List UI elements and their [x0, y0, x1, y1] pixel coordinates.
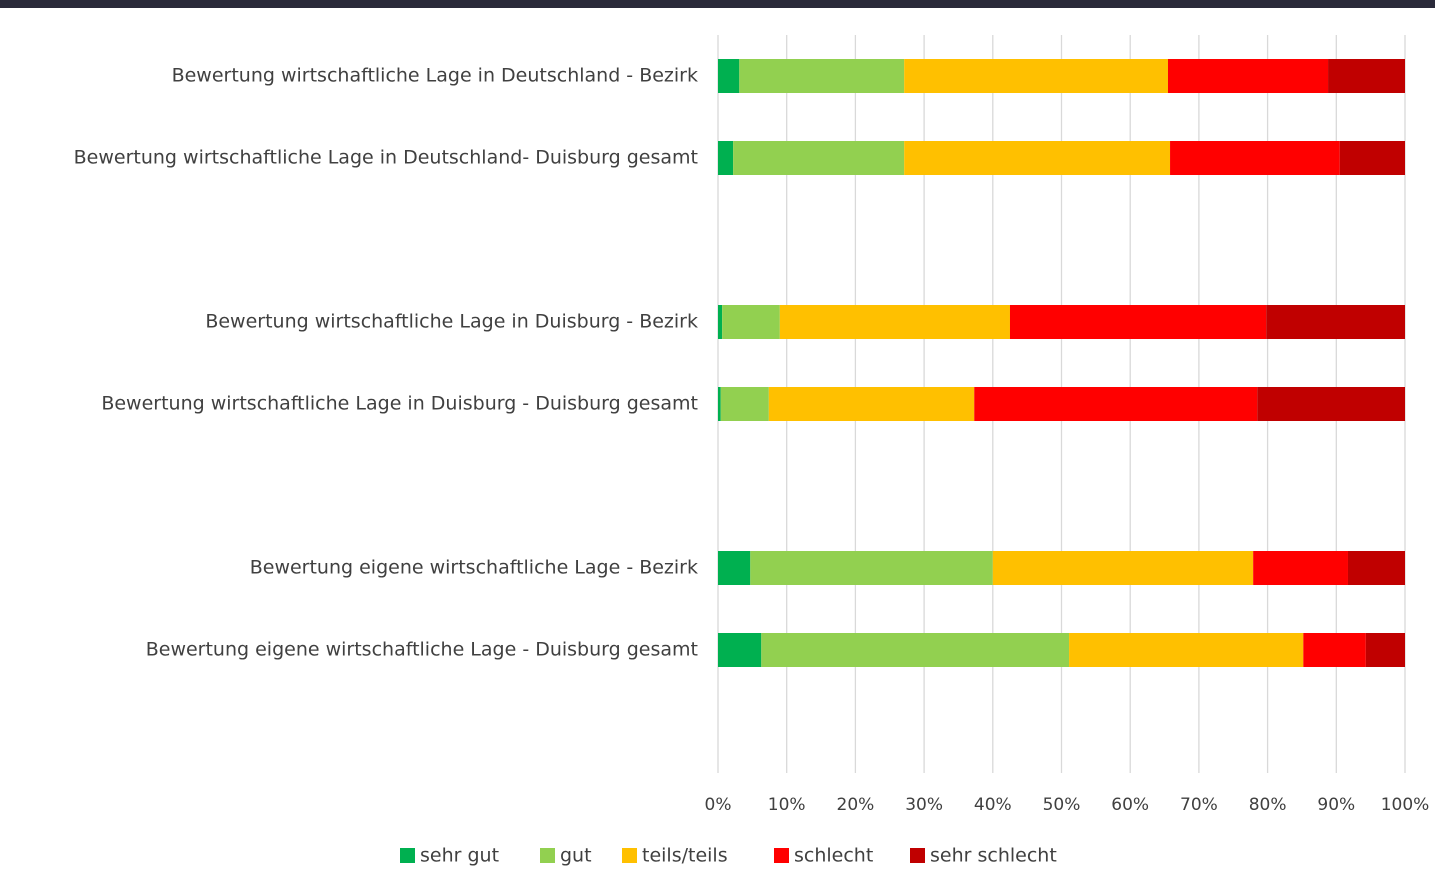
bar-segment [718, 141, 734, 175]
legend-swatch [540, 848, 555, 863]
bar-segment [718, 59, 740, 93]
y-tick-label: Bewertung eigene wirtschaftliche Lage - … [146, 639, 698, 661]
legend-label: teils/teils [642, 845, 728, 867]
bar-segment [750, 551, 993, 585]
y-tick-label: Bewertung wirtschaftliche Lage in Duisbu… [205, 311, 698, 333]
y-tick-label: Bewertung wirtschaftliche Lage in Deutsc… [172, 65, 698, 87]
legend-label: sehr schlecht [930, 845, 1057, 867]
x-tick-label: 20% [837, 795, 875, 815]
bar-segment [718, 633, 762, 667]
bar-segment [718, 305, 723, 339]
bar-segment [904, 141, 1171, 175]
bar-segment [768, 387, 975, 421]
x-tick-label: 70% [1180, 795, 1218, 815]
x-tick-label: 40% [974, 795, 1012, 815]
y-tick-label: Bewertung wirtschaftliche Lage in Deutsc… [74, 147, 698, 169]
bar-segment [722, 305, 780, 339]
bar-segment [761, 633, 1070, 667]
x-tick-label: 80% [1249, 795, 1287, 815]
bar-segment [1167, 59, 1329, 93]
bar-segment [1170, 141, 1340, 175]
bar-segment [1266, 305, 1405, 339]
bar-segment [1347, 551, 1405, 585]
bar-segment [1069, 633, 1304, 667]
x-tick-label: 30% [905, 795, 943, 815]
bar-segment [974, 387, 1258, 421]
bar-segment [1253, 551, 1348, 585]
legend-label: gut [560, 845, 592, 867]
bar-segment [718, 387, 721, 421]
x-tick-label: 10% [768, 795, 806, 815]
legend-label: schlecht [794, 845, 873, 867]
y-tick-label: Bewertung wirtschaftliche Lage in Duisbu… [101, 393, 698, 415]
legend-label: sehr gut [420, 845, 499, 867]
bar-segment [739, 59, 905, 93]
legend-swatch [622, 848, 637, 863]
legend-swatch [910, 848, 925, 863]
bar-segment [1303, 633, 1366, 667]
x-tick-label: 60% [1111, 795, 1149, 815]
bar-segment [1365, 633, 1405, 667]
bar-segment [904, 59, 1168, 93]
x-tick-label: 90% [1317, 795, 1355, 815]
x-tick-label: 0% [705, 795, 732, 815]
bar-segment [1328, 59, 1405, 93]
bar-segment [992, 551, 1254, 585]
bar-segment [718, 551, 751, 585]
x-tick-label: 50% [1043, 795, 1081, 815]
bar-segment [1257, 387, 1405, 421]
bar-segment [779, 305, 1010, 339]
legend-swatch [400, 848, 415, 863]
x-tick-label: 100% [1381, 795, 1430, 815]
bar-segment [1009, 305, 1267, 339]
legend-swatch [774, 848, 789, 863]
bar-segment [733, 141, 905, 175]
y-tick-label: Bewertung eigene wirtschaftliche Lage - … [250, 557, 698, 579]
bar-segment [1339, 141, 1405, 175]
bar-segment [720, 387, 769, 421]
